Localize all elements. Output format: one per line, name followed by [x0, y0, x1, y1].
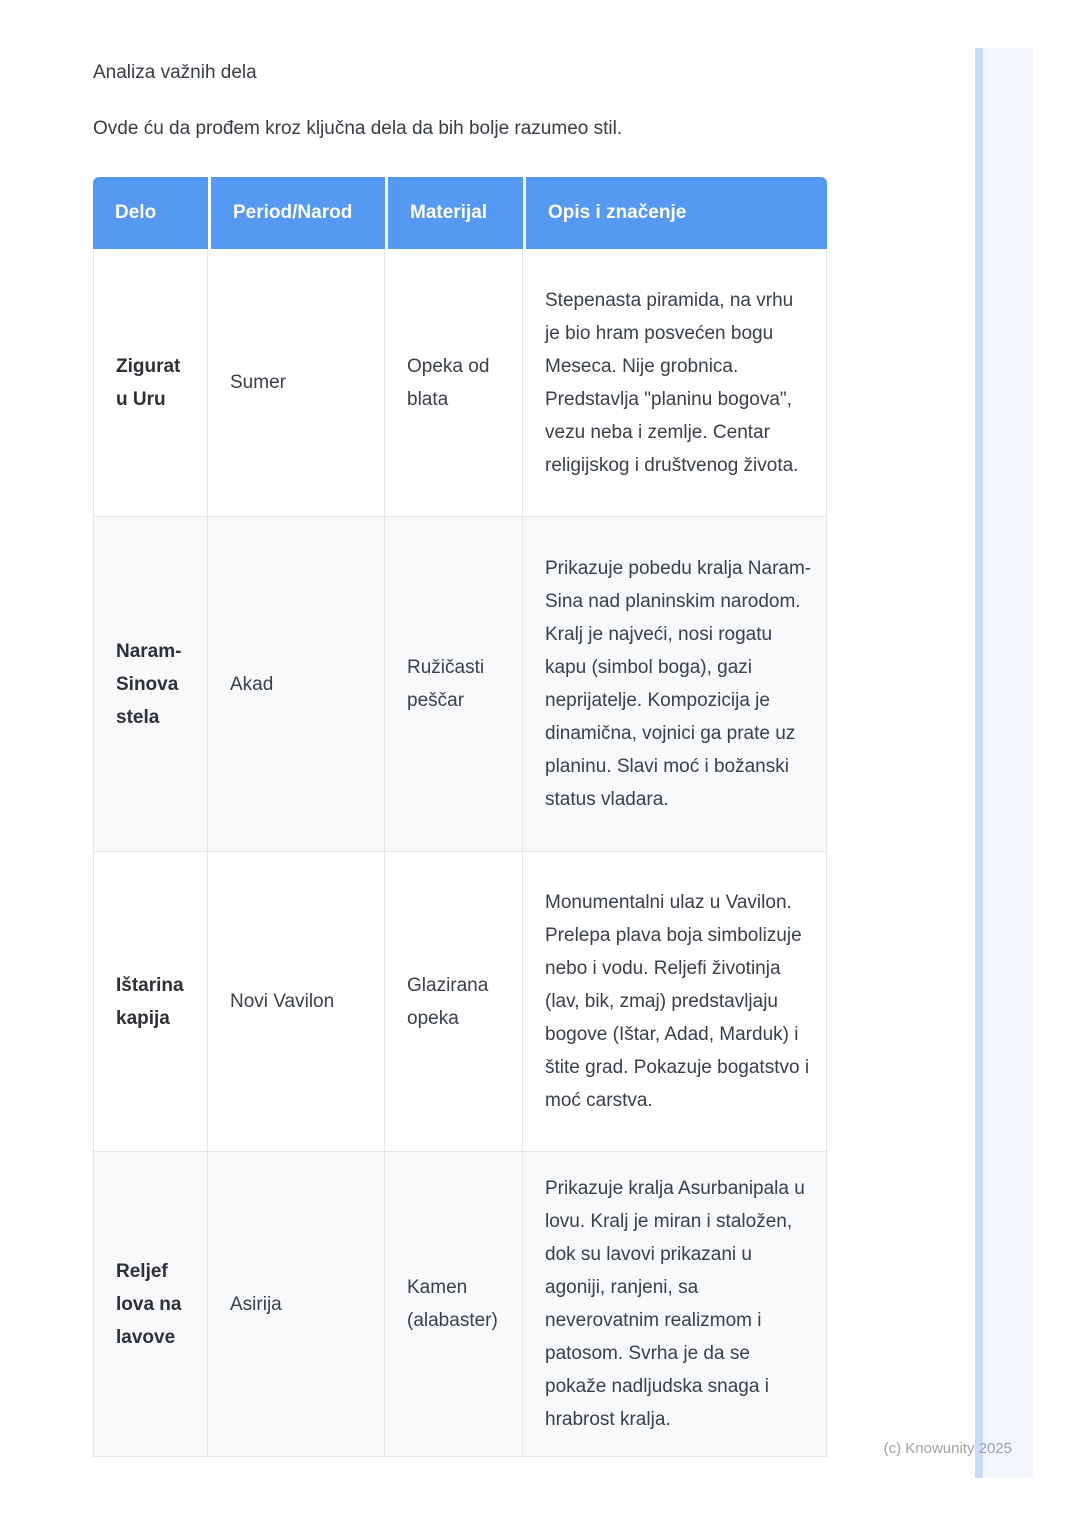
cell-period: Asirija [208, 1152, 385, 1457]
next-page-preview-panel [975, 48, 1033, 1478]
cell-materijal: Opeka od blata [385, 249, 523, 517]
column-header-materijal: Materijal [385, 177, 523, 249]
cell-materijal: Kamen (alabaster) [385, 1152, 523, 1457]
cell-opis: Prikazuje pobedu kralja Naram-Sina nad p… [523, 517, 827, 852]
cell-period: Novi Vavilon [208, 852, 385, 1152]
cell-materijal: Ružičasti peščar [385, 517, 523, 852]
column-header-period-narod: Period/Narod [208, 177, 385, 249]
table-row: Reljef lova na lavove Asirija Kamen (ala… [93, 1152, 827, 1457]
artworks-table: Delo Period/Narod Materijal Opis i znače… [93, 177, 827, 1457]
column-header-opis-i-znacenje: Opis i značenje [523, 177, 827, 249]
table-row: Naram-Sinova stela Akad Ružičasti peščar… [93, 517, 827, 852]
cell-delo: Reljef lova na lavove [93, 1152, 208, 1457]
watermark: (c) Knowunity 2025 [883, 1440, 1012, 1457]
page-title: Analiza važnih dela [93, 62, 257, 83]
cell-opis: Monumentalni ulaz u Vavilon. Prelepa pla… [523, 852, 827, 1152]
column-header-delo: Delo [93, 177, 208, 249]
cell-materijal: Glazirana opeka [385, 852, 523, 1152]
table-row: Ištarina kapija Novi Vavilon Glazirana o… [93, 852, 827, 1152]
cell-opis: Stepenasta piramida, na vrhu je bio hram… [523, 249, 827, 517]
cell-opis: Prikazuje kralja Asurbanipala u lovu. Kr… [523, 1152, 827, 1457]
intro-text: Ovde ću da prođem kroz ključna dela da b… [93, 118, 623, 139]
table-header-row: Delo Period/Narod Materijal Opis i znače… [93, 177, 827, 249]
scrollbar-track[interactable] [975, 48, 983, 1478]
cell-delo: Ištarina kapija [93, 852, 208, 1152]
cell-delo: Zigurat u Uru [93, 249, 208, 517]
cell-delo: Naram-Sinova stela [93, 517, 208, 852]
cell-period: Sumer [208, 249, 385, 517]
document-page: Analiza važnih dela Ovde ću da prođem kr… [93, 0, 827, 1457]
cell-period: Akad [208, 517, 385, 852]
table-row: Zigurat u Uru Sumer Opeka od blata Stepe… [93, 249, 827, 517]
